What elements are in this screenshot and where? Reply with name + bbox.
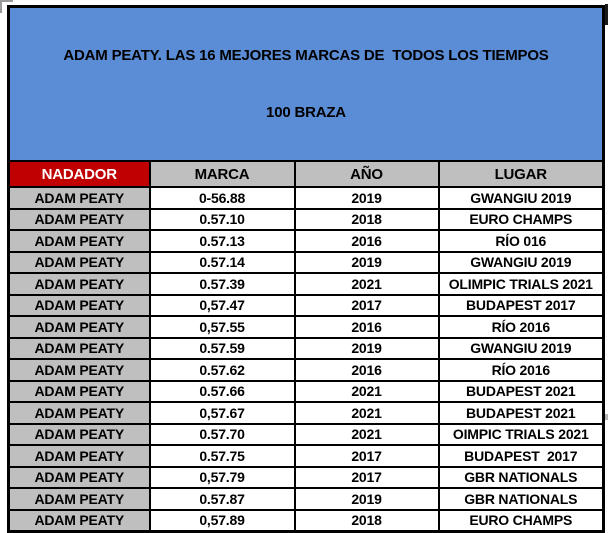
cell-ano: 2016 bbox=[293, 315, 440, 339]
table-row: ADAM PEATY 0.57.14 2019 GWANGIU 2019 bbox=[7, 250, 605, 274]
cell-lugar: GWANGIU 2019 bbox=[437, 336, 605, 360]
cell-marca: 0.57.13 bbox=[148, 229, 296, 253]
cell-nadador: ADAM PEATY bbox=[7, 379, 151, 403]
cell-ano: 2016 bbox=[293, 229, 440, 253]
cell-nadador: ADAM PEATY bbox=[7, 401, 151, 425]
table-row: ADAM PEATY 0.57.59 2019 GWANGIU 2019 bbox=[7, 336, 605, 360]
cell-lugar: GBR NATIONALS bbox=[437, 487, 605, 511]
cell-ano: 2018 bbox=[293, 508, 440, 532]
table-row: ADAM PEATY 0.57.10 2018 EURO CHAMPS bbox=[7, 207, 605, 231]
cell-ano: 2019 bbox=[293, 250, 440, 274]
table-row: ADAM PEATY 0.57.62 2016 RÍO 2016 bbox=[7, 358, 605, 382]
cell-marca: 0.57.66 bbox=[148, 379, 296, 403]
cell-nadador: ADAM PEATY bbox=[7, 207, 151, 231]
cell-nadador: ADAM PEATY bbox=[7, 508, 151, 532]
cell-lugar: GWANGIU 2019 bbox=[437, 186, 605, 210]
cell-marca: 0,57.67 bbox=[148, 401, 296, 425]
cell-lugar: OIMPIC TRIALS 2021 bbox=[437, 422, 605, 446]
cell-lugar: BUDAPEST 2017 bbox=[437, 444, 605, 468]
cell-ano: 2017 bbox=[293, 444, 440, 468]
cell-nadador: ADAM PEATY bbox=[7, 229, 151, 253]
cell-marca: 0,57.47 bbox=[148, 293, 296, 317]
cell-ano: 2019 bbox=[293, 336, 440, 360]
cell-lugar: RÍO 016 bbox=[437, 229, 605, 253]
cell-ano: 2021 bbox=[293, 401, 440, 425]
cell-ano: 2021 bbox=[293, 272, 440, 296]
column-header-lugar: LUGAR bbox=[437, 160, 605, 188]
cell-marca: 0.57.10 bbox=[148, 207, 296, 231]
table-row: ADAM PEATY 0-56.88 2019 GWANGIU 2019 bbox=[7, 186, 605, 210]
cell-marca: 0.57.59 bbox=[148, 336, 296, 360]
cell-lugar: EURO CHAMPS bbox=[437, 508, 605, 532]
cell-marca: 0,57.89 bbox=[148, 508, 296, 532]
cell-marca: 0.57.39 bbox=[148, 272, 296, 296]
cell-nadador: ADAM PEATY bbox=[7, 336, 151, 360]
cell-ano: 2019 bbox=[293, 487, 440, 511]
table-row: ADAM PEATY 0.57.39 2021 OLIMPIC TRIALS 2021 bbox=[7, 272, 605, 296]
cell-ano: 2021 bbox=[293, 422, 440, 446]
cell-edge-artifact-top-right bbox=[605, 4, 608, 25]
cell-lugar: RÍO 2016 bbox=[437, 358, 605, 382]
cell-ano: 2016 bbox=[293, 358, 440, 382]
cell-nadador: ADAM PEATY bbox=[7, 444, 151, 468]
column-header-nadador: NADADOR bbox=[7, 160, 151, 188]
cell-ano: 2017 bbox=[293, 465, 440, 489]
table-row: ADAM PEATY 0.57.87 2019 GBR NATIONALS bbox=[7, 487, 605, 511]
cell-nadador: ADAM PEATY bbox=[7, 358, 151, 382]
cell-marca: 0.57.14 bbox=[148, 250, 296, 274]
table-title: ADAM PEATY. LAS 16 MEJORES MARCAS DE TOD… bbox=[7, 5, 605, 162]
table-row: ADAM PEATY 0,57.47 2017 BUDAPEST 2017 bbox=[7, 293, 605, 317]
cell-ano: 2018 bbox=[293, 207, 440, 231]
cell-marca: 0.57.70 bbox=[148, 422, 296, 446]
cell-marca: 0,57.55 bbox=[148, 315, 296, 339]
cell-nadador: ADAM PEATY bbox=[7, 315, 151, 339]
column-header-row: NADADOR MARCA AÑO LUGAR bbox=[7, 160, 605, 188]
cell-nadador: ADAM PEATY bbox=[7, 465, 151, 489]
cell-marca: 0-56.88 bbox=[148, 186, 296, 210]
table-row: ADAM PEATY 0.57.75 2017 BUDAPEST 2017 bbox=[7, 444, 605, 468]
cell-marca: 0.57.62 bbox=[148, 358, 296, 382]
table-row: ADAM PEATY 0,57.67 2021 BUDAPEST 2021 bbox=[7, 401, 605, 425]
cell-nadador: ADAM PEATY bbox=[7, 186, 151, 210]
cell-lugar: EURO CHAMPS bbox=[437, 207, 605, 231]
cell-nadador: ADAM PEATY bbox=[7, 422, 151, 446]
cell-marca: 0,57.79 bbox=[148, 465, 296, 489]
grid-corner-artifact bbox=[0, 0, 13, 13]
table-title-line2: 100 BRAZA bbox=[266, 104, 346, 121]
cell-marca: 0.57.87 bbox=[148, 487, 296, 511]
table-row: ADAM PEATY 0,57.55 2016 RÍO 2016 bbox=[7, 315, 605, 339]
column-header-ano: AÑO bbox=[293, 160, 440, 188]
cell-ano: 2019 bbox=[293, 186, 440, 210]
cell-ano: 2021 bbox=[293, 379, 440, 403]
cell-lugar: GBR NATIONALS bbox=[437, 465, 605, 489]
cell-lugar: BUDAPEST 2021 bbox=[437, 379, 605, 403]
cell-lugar: BUDAPEST 2021 bbox=[437, 401, 605, 425]
cell-lugar: RÍO 2016 bbox=[437, 315, 605, 339]
table-row: ADAM PEATY 0.57.13 2016 RÍO 016 bbox=[7, 229, 605, 253]
table-row: ADAM PEATY 0.57.70 2021 OIMPIC TRIALS 2021 bbox=[7, 422, 605, 446]
cell-nadador: ADAM PEATY bbox=[7, 272, 151, 296]
cell-nadador: ADAM PEATY bbox=[7, 487, 151, 511]
cell-nadador: ADAM PEATY bbox=[7, 293, 151, 317]
cell-lugar: BUDAPEST 2017 bbox=[437, 293, 605, 317]
table-row: ADAM PEATY 0.57.66 2021 BUDAPEST 2021 bbox=[7, 379, 605, 403]
cell-marca: 0.57.75 bbox=[148, 444, 296, 468]
cell-lugar: OLIMPIC TRIALS 2021 bbox=[437, 272, 605, 296]
table-row: ADAM PEATY 0,57.79 2017 GBR NATIONALS bbox=[7, 465, 605, 489]
cell-ano: 2017 bbox=[293, 293, 440, 317]
cell-lugar: GWANGIU 2019 bbox=[437, 250, 605, 274]
cell-edge-artifact-bottom-right bbox=[602, 414, 608, 420]
column-header-marca: MARCA bbox=[148, 160, 296, 188]
table-row: ADAM PEATY 0,57.89 2018 EURO CHAMPS bbox=[7, 508, 605, 532]
best-marks-table: ADAM PEATY. LAS 16 MEJORES MARCAS DE TOD… bbox=[7, 5, 605, 533]
table-title-line1: ADAM PEATY. LAS 16 MEJORES MARCAS DE TOD… bbox=[63, 47, 549, 64]
title-row: ADAM PEATY. LAS 16 MEJORES MARCAS DE TOD… bbox=[7, 5, 605, 162]
cell-nadador: ADAM PEATY bbox=[7, 250, 151, 274]
